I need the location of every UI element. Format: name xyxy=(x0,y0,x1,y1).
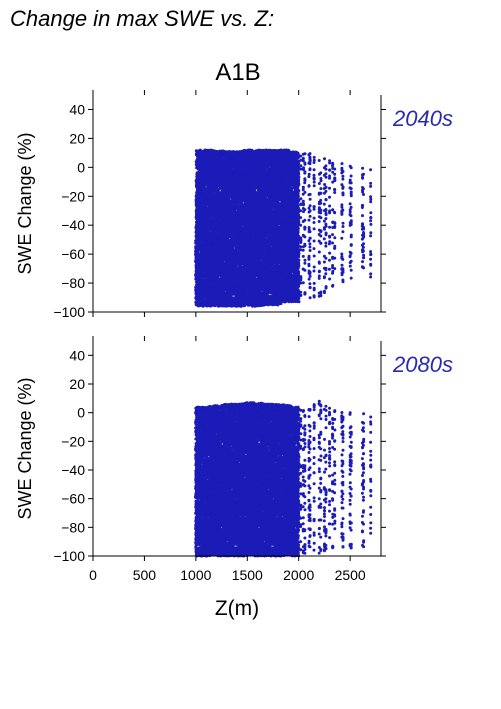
figure-title: Change in max SWE vs. Z: xyxy=(10,6,274,31)
data-points xyxy=(194,149,372,308)
scenario-title: A1B xyxy=(215,59,260,86)
